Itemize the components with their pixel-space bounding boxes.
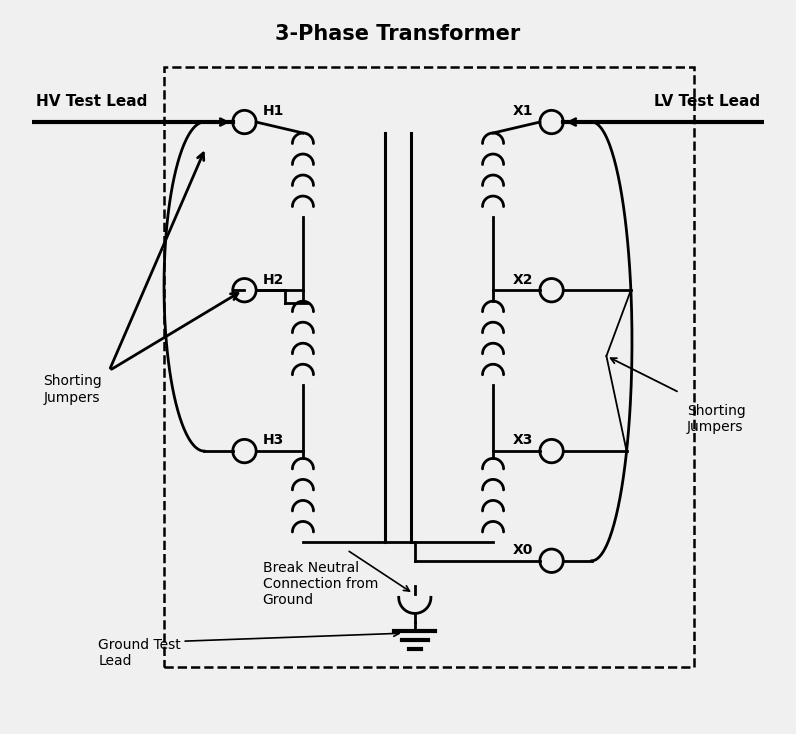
Text: LV Test Lead: LV Test Lead [654, 94, 760, 109]
Text: X1: X1 [513, 104, 533, 118]
Text: Ground Test
Lead: Ground Test Lead [98, 638, 181, 668]
Text: X2: X2 [513, 272, 533, 286]
Text: 3-Phase Transformer: 3-Phase Transformer [275, 24, 521, 44]
Text: X0: X0 [513, 543, 533, 557]
Text: HV Test Lead: HV Test Lead [36, 94, 147, 109]
Text: Break Neutral
Connection from
Ground: Break Neutral Connection from Ground [263, 561, 378, 607]
Text: X3: X3 [513, 434, 533, 448]
Text: Shorting
Jumpers: Shorting Jumpers [687, 404, 746, 434]
Text: H3: H3 [263, 434, 284, 448]
Text: H1: H1 [263, 104, 284, 118]
Text: H2: H2 [263, 272, 284, 286]
Text: Shorting
Jumpers: Shorting Jumpers [43, 374, 102, 404]
